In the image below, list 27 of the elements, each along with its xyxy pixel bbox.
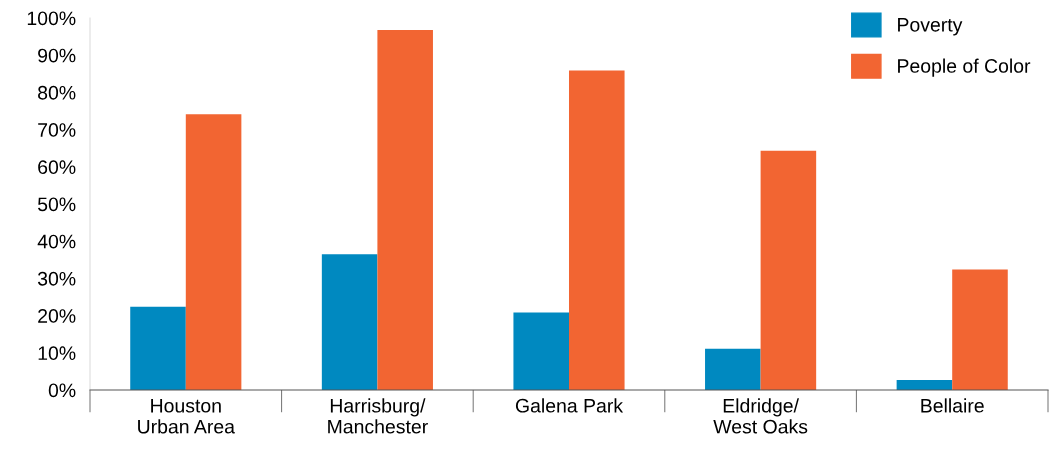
bar [760, 150, 817, 390]
y-tick-label: 50% [37, 197, 76, 212]
x-tick-label: Galena Park [515, 398, 624, 413]
bar [952, 269, 1008, 390]
x-tick-label: Eldridge/ West Oaks [713, 398, 808, 434]
y-tick-label: 30% [37, 271, 76, 286]
bar [321, 254, 378, 390]
y-tick-label: 70% [38, 123, 76, 137]
y-tick-label: 0% [48, 383, 76, 398]
x-tick-label: Bellaire [921, 398, 984, 413]
y-tick-label: 90% [38, 48, 76, 63]
y-tick-label: 100% [27, 11, 76, 26]
bar [185, 114, 242, 390]
legend-label: Poverty [898, 18, 963, 36]
y-tick-label: 80% [38, 85, 76, 100]
bar [377, 29, 433, 390]
y-tick-label: 40% [37, 234, 76, 249]
y-tick-label: 60% [38, 160, 76, 175]
bar [513, 312, 569, 390]
bar [569, 70, 625, 390]
bar [705, 348, 761, 390]
y-tick-label: 10% [38, 346, 76, 361]
bar [130, 306, 186, 390]
legend-label: People of Color [898, 58, 1031, 77]
x-tick-label: Houston Urban Area [138, 399, 235, 434]
y-tick-label: 20% [38, 309, 76, 323]
x-tick-label: Harrisburg/ Manchester [328, 398, 428, 434]
